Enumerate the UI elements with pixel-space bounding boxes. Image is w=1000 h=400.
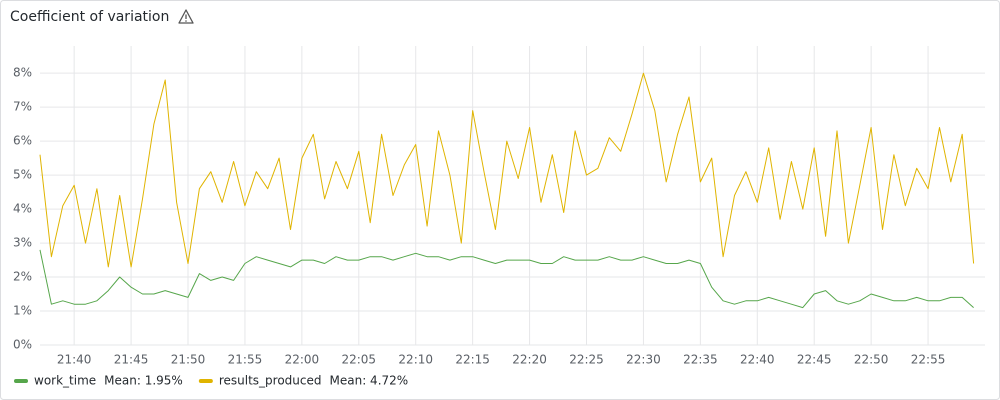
series-line xyxy=(39,72,975,268)
x-tick-label: 22:50 xyxy=(854,353,889,367)
x-tick-label: 22:10 xyxy=(398,353,433,367)
x-tick-label: 21:55 xyxy=(228,353,263,367)
y-tick-label: 1% xyxy=(13,304,32,318)
x-tick-label: 22:15 xyxy=(455,353,490,367)
y-tick-label: 2% xyxy=(13,270,32,284)
legend-label: work_time xyxy=(34,374,96,388)
y-tick-label: 6% xyxy=(13,134,32,148)
legend-label: results_produced xyxy=(219,374,322,388)
x-tick-label: 22:30 xyxy=(626,353,661,367)
x-tick-label: 22:40 xyxy=(740,353,775,367)
y-tick-label: 0% xyxy=(13,338,32,352)
y-tick-label: 4% xyxy=(13,202,32,216)
x-tick-label: 22:00 xyxy=(285,353,320,367)
x-tick-label: 22:20 xyxy=(512,353,547,367)
x-tick-label: 21:40 xyxy=(57,353,92,367)
panel-title: Coefficient of variation xyxy=(10,9,169,25)
x-tick-label: 21:45 xyxy=(114,353,149,367)
x-tick-label: 21:50 xyxy=(171,353,206,367)
x-tick-label: 22:45 xyxy=(797,353,832,367)
x-tick-label: 22:05 xyxy=(341,353,376,367)
y-tick-label: 8% xyxy=(13,66,32,80)
y-tick-label: 7% xyxy=(13,100,32,114)
x-tick-label: 22:55 xyxy=(911,353,946,367)
y-tick-label: 3% xyxy=(13,236,32,250)
series-line xyxy=(39,249,974,309)
legend-mean: Mean: 1.95% xyxy=(104,374,183,388)
legend-mean: Mean: 4.72% xyxy=(330,374,409,388)
warning-icon[interactable] xyxy=(178,9,194,24)
y-tick-label: 5% xyxy=(13,168,32,182)
x-tick-label: 22:25 xyxy=(569,353,604,367)
x-tick-label: 22:35 xyxy=(683,353,718,367)
legend-swatch xyxy=(198,379,213,383)
legend-swatch xyxy=(14,379,28,383)
